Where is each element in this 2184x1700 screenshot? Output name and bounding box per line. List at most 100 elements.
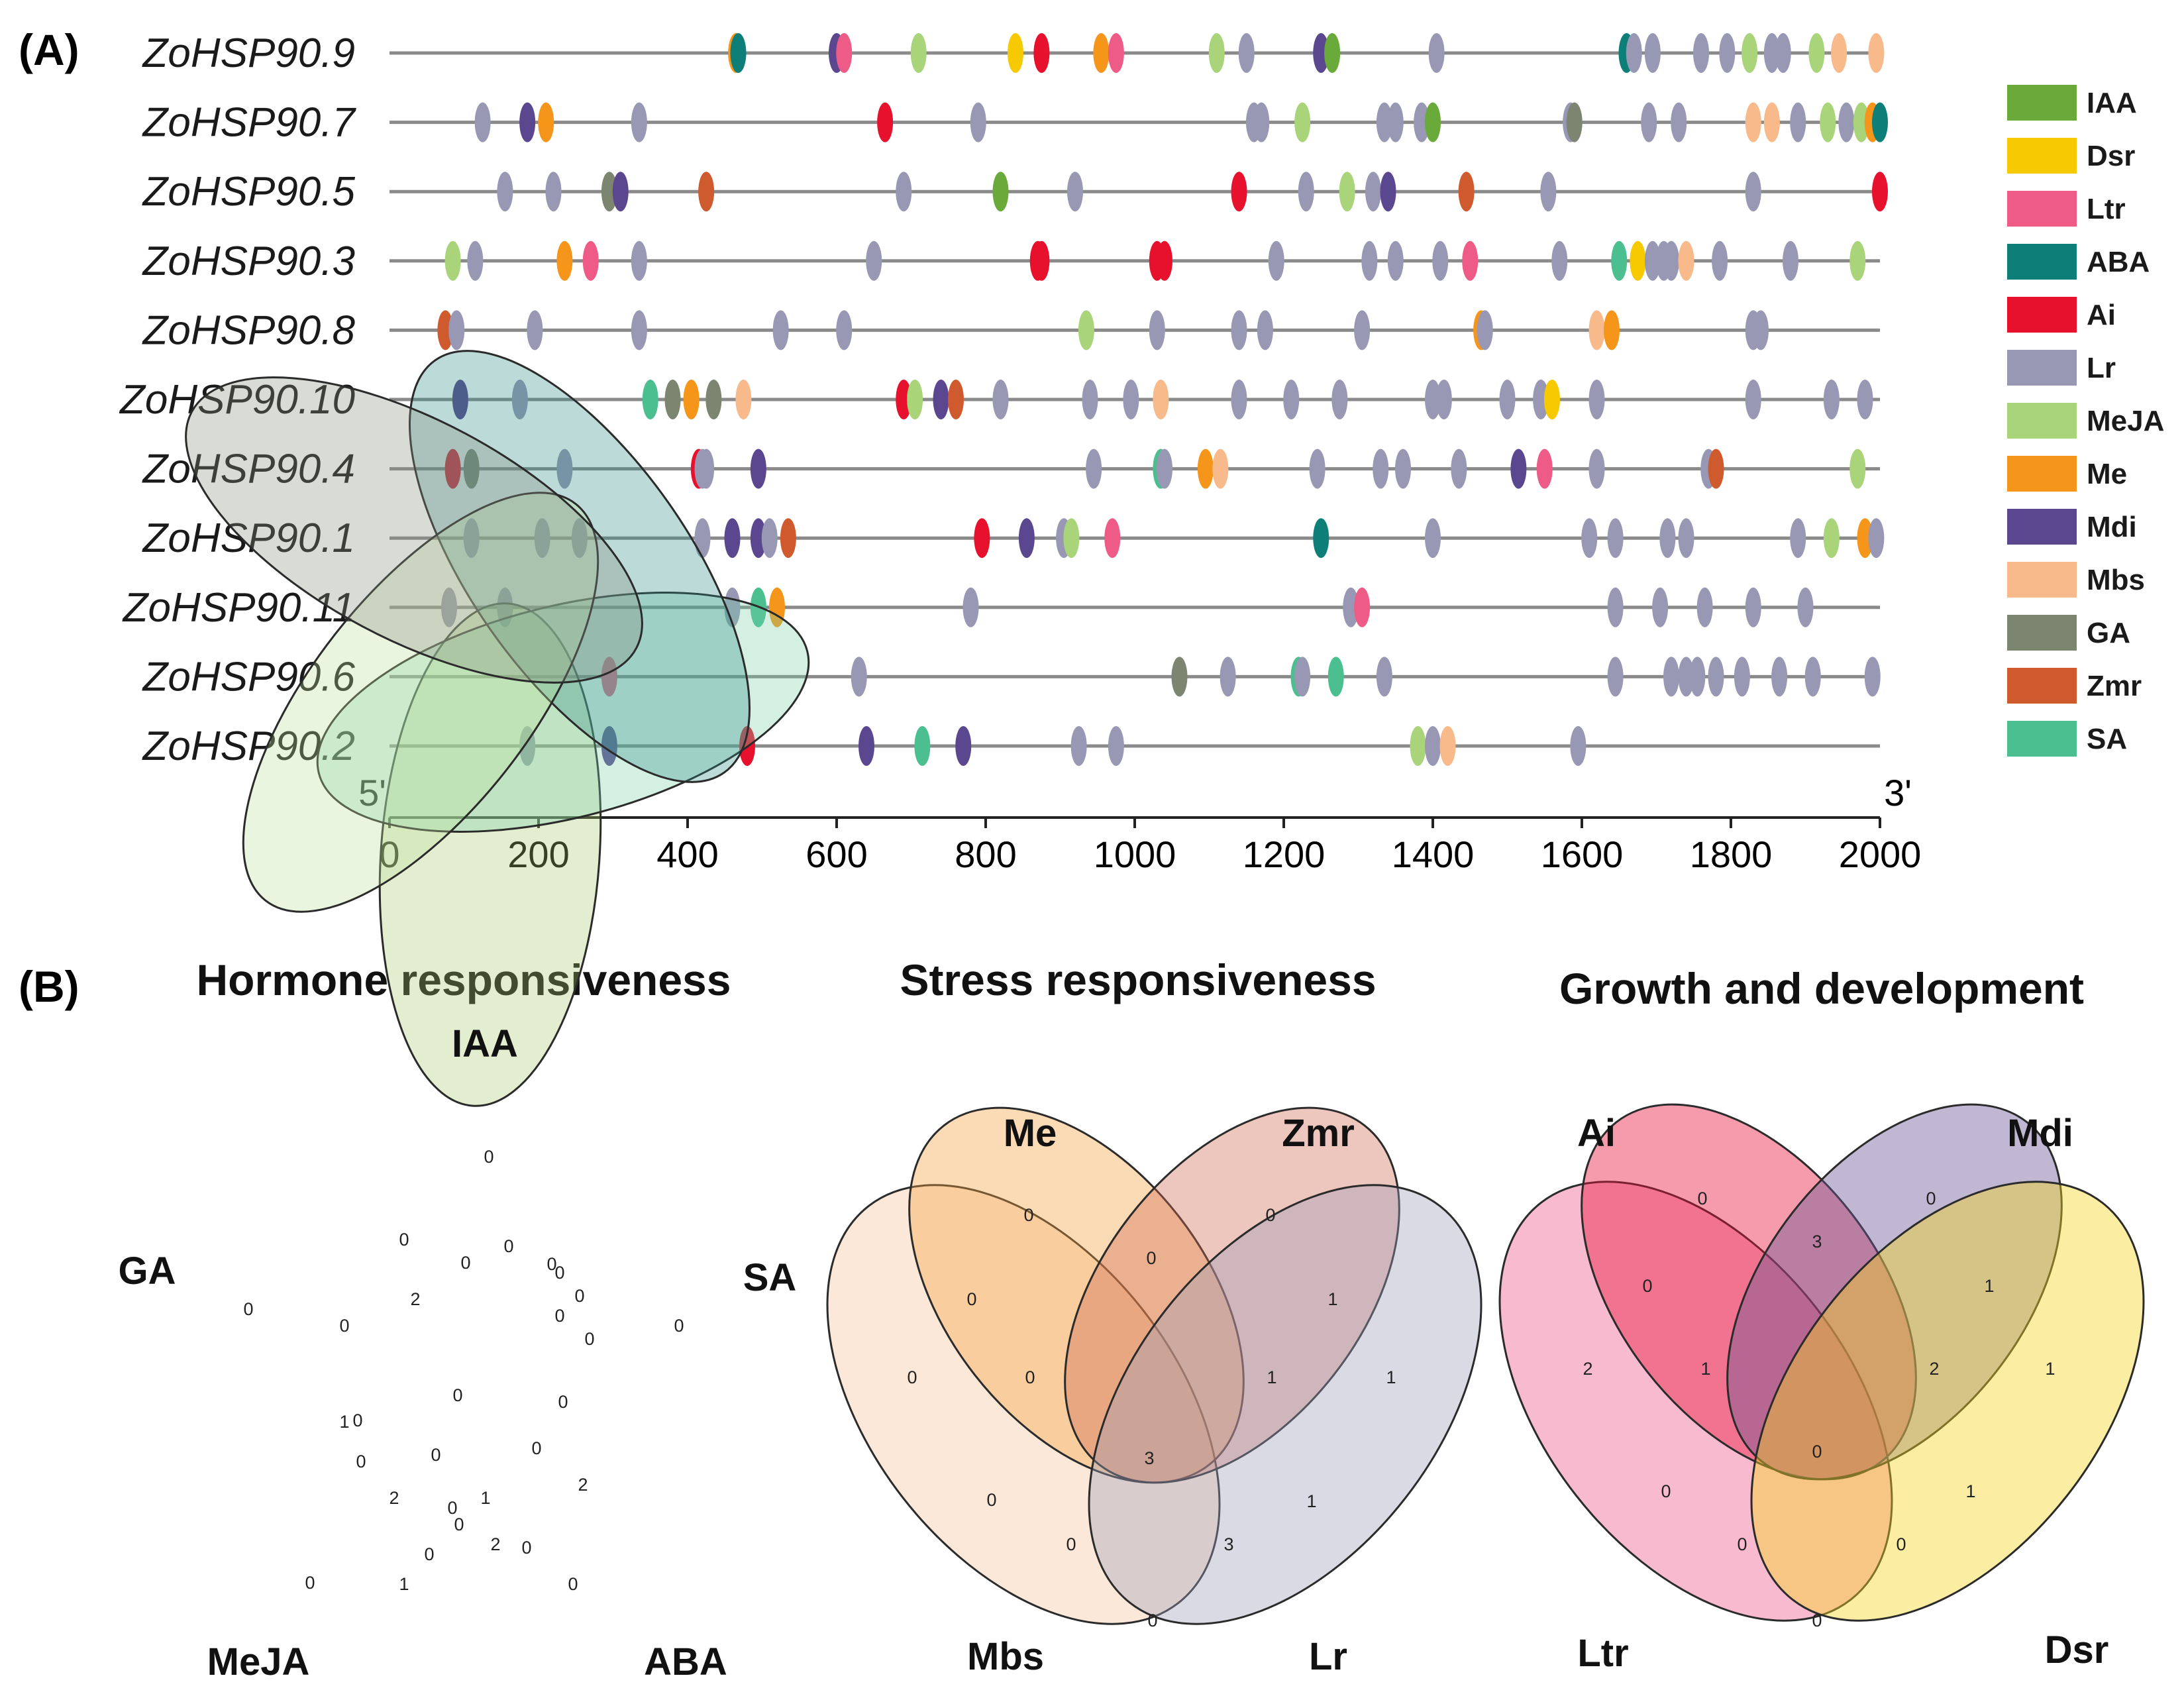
element-site-lr [1365,172,1381,212]
set-label-mbs: Mbs [967,1635,1044,1678]
axis-tick-label: 200 [507,833,569,875]
element-site-lr [836,310,853,350]
element-site-meja [1208,33,1225,73]
element-site-lr [1123,380,1139,419]
legend-item-ai: Ai [2007,297,2116,333]
element-site-mbs [1439,726,1456,766]
element-site-meja [1339,172,1355,212]
legend-label: IAA [2087,87,2137,119]
region-count: 1 [1306,1491,1316,1511]
element-site-lr [1373,449,1389,489]
region-count: 0 [554,1263,564,1283]
element-site-lr [497,172,513,212]
region-count: 0 [305,1573,315,1593]
region-count: 0 [1926,1189,1936,1208]
region-count: 0 [447,1498,457,1518]
element-site-lr [1652,587,1669,627]
legend-swatch [2007,138,2077,174]
element-site-lr [1238,33,1255,73]
element-site-mdi [519,102,536,142]
element-site-ltr [836,33,853,73]
element-site-mbs [1212,449,1229,489]
gene-row-zohsp90-8: ZoHSP90.8 [141,307,1880,353]
element-site-lr [571,518,588,558]
region-count: 0 [1642,1276,1652,1296]
element-site-lr [1745,172,1761,212]
element-site-lr [1823,380,1840,419]
element-site-mdi [955,726,972,766]
element-site-ai [1231,172,1247,212]
venn-title-stress: Stress responsiveness [900,955,1376,1004]
element-site-meja [1063,518,1080,558]
element-site-ga [1171,657,1188,697]
element-site-meja [444,240,461,281]
region-count: 0 [986,1490,996,1510]
gene-label: ZoHSP90.10 [119,377,355,423]
legend-swatch [2007,509,2077,545]
element-site-lr [1588,380,1605,419]
region-count: 1 [1327,1289,1337,1309]
region-count: 0 [546,1254,556,1274]
element-site-lr [1425,518,1441,558]
element-site-lr [1763,33,1780,73]
element-site-lr [1838,102,1855,142]
element-site-ltr [582,240,599,281]
gene-row-zohsp90-9: ZoHSP90.9 [141,30,1885,76]
element-site-lr [1451,449,1467,489]
region-count: 0 [1661,1481,1671,1501]
element-site-ltr [1354,587,1371,627]
region-count: 1 [1700,1359,1710,1379]
element-site-lr [1231,380,1247,419]
element-site-meja [1808,33,1825,73]
element-site-lr [1298,172,1314,212]
gene-label: ZoHSP90.1 [141,515,355,561]
element-site-lr [1231,310,1247,350]
venn-set-ai [1581,1103,1917,1481]
region-count: 0 [574,1286,584,1306]
region-count: 0 [1265,1205,1275,1225]
gene-label: ZoHSP90.9 [141,30,355,76]
element-site-lr [1868,518,1885,558]
legend-label: Ai [2087,299,2116,331]
axis-tick-label: 400 [656,833,718,875]
legend-label: Lr [2087,352,2116,384]
region-count: 1 [1267,1367,1276,1387]
element-site-me [1093,33,1110,73]
element-site-zmr [437,310,454,350]
legend-label: Mbs [2087,564,2145,596]
region-count: 0 [484,1147,494,1167]
growth-venn: Growth and development Ai Mdi Ltr Dsr 2 0… [1498,964,2145,1675]
element-site-mbs [1588,310,1605,350]
element-site-lr [1331,380,1348,419]
stress-venn: Stress responsiveness Me Zmr Mbs Lr 0 0 0 1… [826,955,1482,1678]
element-site-lr [1149,310,1165,350]
element-site-ai [1033,33,1050,73]
legend-item-lr: Lr [2007,350,2116,386]
set-label-zmr: Zmr [1282,1112,1355,1155]
legend-swatch [2007,562,2077,598]
element-site-lr [1790,102,1806,142]
gene-row-zohsp90-2: ZoHSP90.2 [141,723,1880,769]
element-site-lr [1783,240,1798,281]
element-site-ltr [601,657,617,697]
element-site-meja [1078,310,1094,350]
element-site-lr [1540,172,1557,212]
region-count: 0 [558,1392,568,1412]
element-site-ga [1566,102,1583,142]
legend-label: Zmr [2087,670,2142,702]
element-site-ai [1157,240,1172,281]
legend-swatch [2007,244,2077,280]
element-site-lr [1257,310,1273,350]
element-site-me [556,240,573,281]
element-site-lr [1693,33,1709,73]
venn-title-growth: Growth and development [1559,964,2084,1013]
element-site-zmr [1708,449,1724,489]
element-site-mdi [452,380,468,419]
element-site-ai [1872,172,1888,212]
element-site-lr [1414,102,1430,142]
axis-end-label: 3' [1884,772,1912,814]
element-site-me [1857,518,1873,558]
element-site-mdi [933,380,949,419]
element-site-lr [1361,240,1378,281]
